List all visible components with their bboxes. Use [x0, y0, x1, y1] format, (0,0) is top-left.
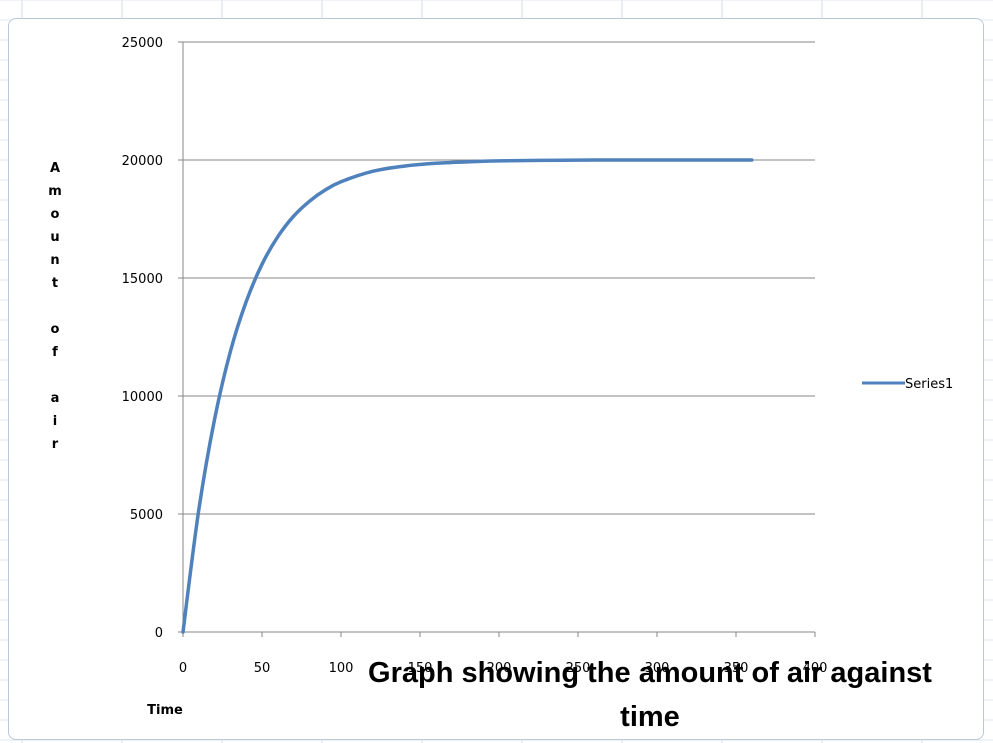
y-tick-label: 10000 [122, 390, 163, 405]
legend: Series1 [862, 377, 953, 392]
y-axis-label-char: i [53, 414, 57, 429]
y-axis-label-char: A [50, 161, 60, 176]
y-axis-label-char: u [50, 230, 59, 245]
series-line-1 [181, 158, 754, 634]
gridlines [183, 41, 815, 515]
x-tick-label: 350 [724, 661, 749, 676]
chart-title-line-1: Graph showing the amount of air against [368, 657, 932, 689]
x-tick-label: 50 [254, 661, 271, 676]
x-tick-label: 200 [487, 661, 512, 676]
x-tick-label: 400 [803, 661, 828, 676]
x-axis-ticks: 0 50 100 150 200 250 300 350 400 [178, 41, 828, 676]
axes [182, 42, 815, 633]
legend-entry-label: Series1 [905, 377, 953, 392]
y-tick-label: 20000 [122, 154, 163, 169]
y-axis-label-char: o [51, 322, 60, 337]
y-tick-label: 0 [155, 626, 163, 641]
y-axis-label-char: r [52, 437, 59, 452]
x-axis-label: Time [147, 703, 183, 718]
y-tick-label: 5000 [130, 508, 163, 523]
chart-title-line-2: time [620, 701, 680, 733]
y-axis-label-char: t [52, 276, 58, 291]
x-tick-label: 300 [645, 661, 670, 676]
x-tick-label: 100 [329, 661, 354, 676]
y-axis-ticks: 0 5000 10000 15000 20000 25000 [122, 36, 163, 641]
y-axis-label-char: a [51, 391, 60, 406]
y-axis-label-char: m [48, 184, 62, 199]
y-tick-label: 15000 [122, 272, 163, 287]
y-axis-label-char: n [50, 253, 59, 268]
x-tick-label: 150 [408, 661, 433, 676]
series-lines [181, 158, 754, 634]
chart-title: Graph showing the amount of air against t… [368, 657, 932, 733]
x-tick-label: 0 [179, 661, 187, 676]
y-tick-label: 25000 [122, 36, 163, 51]
chart-frame[interactable] [8, 18, 984, 740]
y-axis-label-char: f [52, 345, 58, 360]
x-tick-label: 250 [566, 661, 591, 676]
y-axis-label-char: o [51, 207, 60, 222]
